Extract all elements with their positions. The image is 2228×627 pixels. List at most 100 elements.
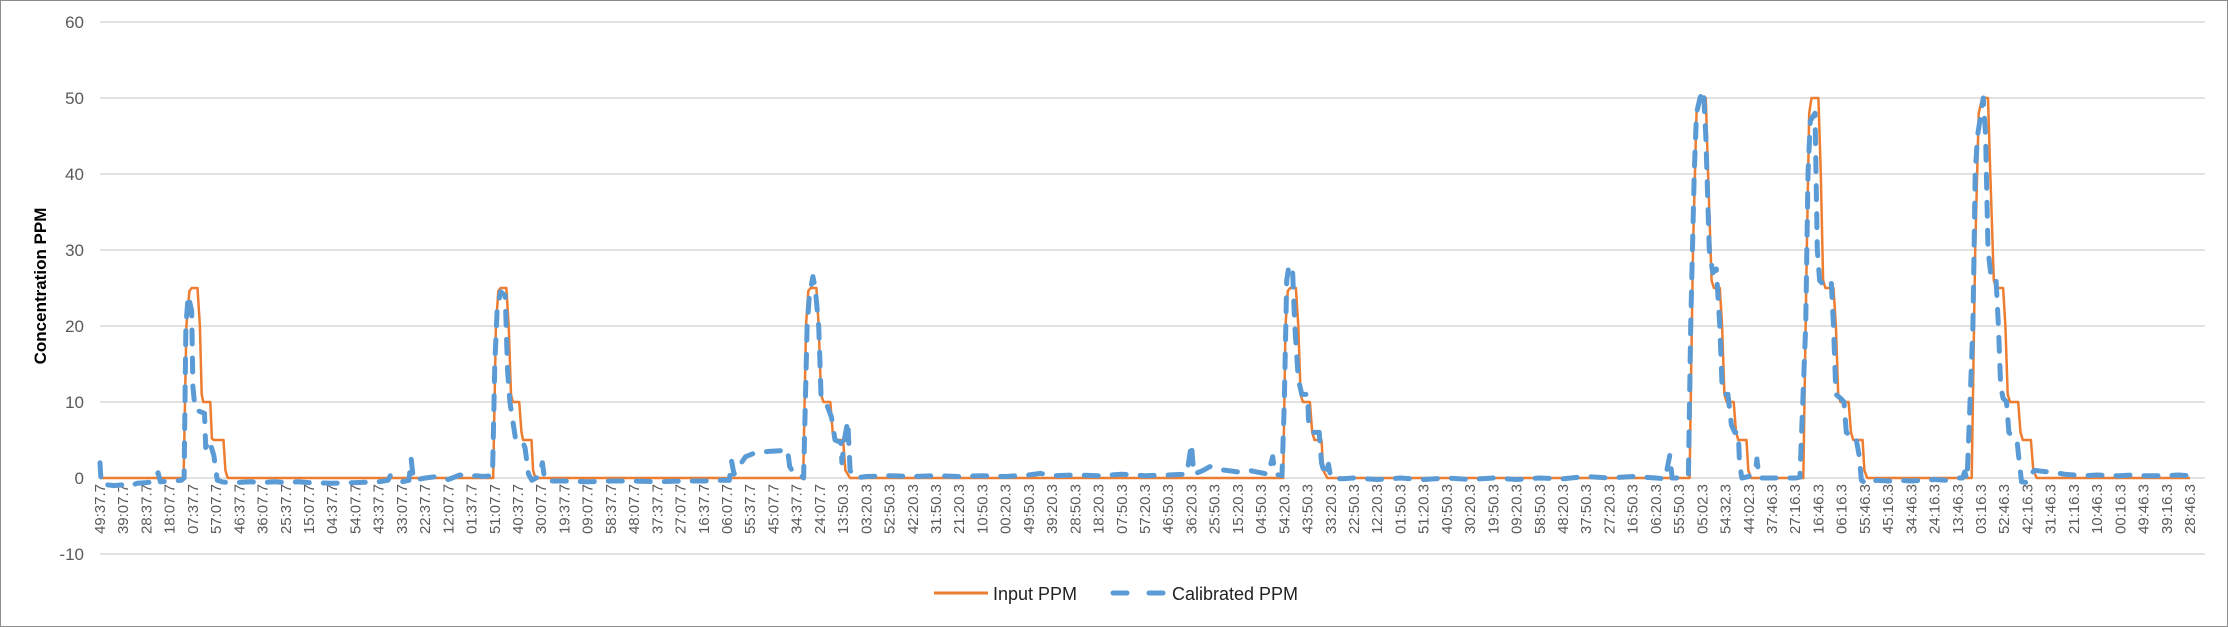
- x-tick-label: 57:20.3: [1137, 484, 1154, 534]
- x-tick-label: 37:50.3: [1578, 484, 1595, 534]
- x-tick-label: 22:50.3: [1346, 484, 1363, 534]
- legend-label: Input PPM: [993, 584, 1077, 604]
- legend-item-calibrated-ppm: Calibrated PPM: [1110, 584, 1298, 604]
- x-tick-label: 54:07.7: [347, 484, 364, 534]
- x-tick-label: 06:07.7: [719, 484, 736, 534]
- x-tick-label: 51:20.3: [1416, 484, 1433, 534]
- x-tick-label: 18:20.3: [1091, 484, 1108, 534]
- x-tick-label: 03:20.3: [858, 484, 875, 534]
- x-tick-label: 57:07.7: [208, 484, 225, 534]
- y-tick-label: 10: [65, 393, 84, 412]
- x-tick-label: 12:20.3: [1369, 484, 1386, 534]
- x-tick-label: 36:20.3: [1183, 484, 1200, 534]
- x-tick-label: 30:20.3: [1462, 484, 1479, 534]
- x-tick-label: 04:50.3: [1253, 484, 1270, 534]
- x-tick-label: 58:50.3: [1532, 484, 1549, 534]
- x-tick-label: 55:37.7: [742, 484, 759, 534]
- x-tick-label: 07:37.7: [185, 484, 202, 534]
- x-tick-label: 28:50.3: [1067, 484, 1084, 534]
- x-tick-label: 00:16.3: [2112, 484, 2129, 534]
- x-tick-label: 21:16.3: [2066, 484, 2083, 534]
- y-tick-label: 20: [65, 317, 84, 336]
- y-tick-label: 0: [75, 469, 84, 488]
- x-tick-label: 40:50.3: [1439, 484, 1456, 534]
- x-tick-label: 55:46.3: [1857, 484, 1874, 534]
- x-tick-label: 01:50.3: [1392, 484, 1409, 534]
- x-tick-label: 37:37.7: [649, 484, 666, 534]
- legend-label: Calibrated PPM: [1172, 584, 1298, 604]
- y-tick-label: 50: [65, 89, 84, 108]
- x-tick-label: 04:37.7: [324, 484, 341, 534]
- x-tick-label: 48:07.7: [626, 484, 643, 534]
- x-tick-label: 13:50.3: [835, 484, 852, 534]
- x-tick-label: 28:37.7: [138, 484, 155, 534]
- x-tick-label: 54:20.3: [1276, 484, 1293, 534]
- y-axis-ticks: -10 0 10 20 30 40 50 60: [59, 13, 84, 564]
- x-tick-label: 10:50.3: [974, 484, 991, 534]
- x-tick-label: 07:50.3: [1114, 484, 1131, 534]
- x-tick-label: 36:07.7: [255, 484, 272, 534]
- x-tick-label: 01:37.7: [464, 484, 481, 534]
- x-tick-label: 30:07.7: [533, 484, 550, 534]
- x-tick-label: 00:20.3: [998, 484, 1015, 534]
- y-tick-label: 30: [65, 241, 84, 260]
- x-tick-label: 51:07.7: [487, 484, 504, 534]
- x-tick-label: 54:32.3: [1718, 484, 1735, 534]
- x-tick-label: 31:50.3: [928, 484, 945, 534]
- x-tick-label: 03:16.3: [1973, 484, 1990, 534]
- input-ppm-line: [100, 96, 2190, 480]
- x-tick-label: 25:37.7: [278, 484, 295, 534]
- x-tick-label: 48:20.3: [1555, 484, 1572, 534]
- y-axis-label: Concentration PPM: [31, 208, 50, 365]
- x-tick-label: 42:16.3: [2019, 484, 2036, 534]
- x-tick-label: 58:37.7: [603, 484, 620, 534]
- x-tick-label: 27:20.3: [1601, 484, 1618, 534]
- x-tick-label: 24:07.7: [812, 484, 829, 534]
- x-tick-label: 15:20.3: [1230, 484, 1247, 534]
- x-tick-label: 19:50.3: [1485, 484, 1502, 534]
- x-tick-label: 43:37.7: [371, 484, 388, 534]
- x-tick-label: 49:37.7: [92, 484, 109, 534]
- x-tick-label: 25:50.3: [1207, 484, 1224, 534]
- x-tick-label: 31:46.3: [2043, 484, 2060, 534]
- x-tick-label: 46:37.7: [231, 484, 248, 534]
- x-tick-label: 52:46.3: [1996, 484, 2013, 534]
- x-tick-label: 34:37.7: [789, 484, 806, 534]
- x-tick-label: 22:37.7: [417, 484, 434, 534]
- x-tick-label: 52:50.3: [882, 484, 899, 534]
- x-tick-label: 44:02.3: [1741, 484, 1758, 534]
- x-tick-label: 16:50.3: [1625, 484, 1642, 534]
- y-tick-label: 40: [65, 165, 84, 184]
- x-tick-label: 27:16.3: [1787, 484, 1804, 534]
- x-tick-label: 40:37.7: [510, 484, 527, 534]
- x-tick-label: 33:07.7: [394, 484, 411, 534]
- x-tick-label: 42:20.3: [905, 484, 922, 534]
- legend-item-input-ppm: Input PPM: [934, 584, 1077, 604]
- x-tick-label: 45:16.3: [1880, 484, 1897, 534]
- x-tick-label: 10:46.3: [2089, 484, 2106, 534]
- x-tick-label: 05:02.3: [1694, 484, 1711, 534]
- x-tick-label: 06:20.3: [1648, 484, 1665, 534]
- y-tick-label: 60: [65, 13, 84, 32]
- calibrated-ppm-line: [97, 87, 2193, 489]
- x-tick-label: 09:20.3: [1509, 484, 1526, 534]
- legend: Input PPM Calibrated PPM: [934, 584, 1298, 604]
- series-lines: [97, 87, 2193, 489]
- x-tick-label: 46:50.3: [1160, 484, 1177, 534]
- x-tick-label: 13:46.3: [1950, 484, 1967, 534]
- y-tick-label: -10: [59, 545, 84, 564]
- x-tick-label: 19:37.7: [556, 484, 573, 534]
- x-tick-label: 43:50.3: [1300, 484, 1317, 534]
- x-tick-label: 37:46.3: [1764, 484, 1781, 534]
- x-axis-ticks: 49:37.7 39:07.7 28:37.7 18:07.7 07:37.7 57:07…: [92, 484, 2199, 534]
- x-tick-label: 55:50.3: [1671, 484, 1688, 534]
- x-tick-label: 12:07.7: [440, 484, 457, 534]
- x-tick-label: 18:07.7: [162, 484, 179, 534]
- x-tick-label: 16:37.7: [696, 484, 713, 534]
- x-tick-label: 09:07.7: [580, 484, 597, 534]
- x-tick-label: 39:20.3: [1044, 484, 1061, 534]
- x-tick-label: 39:16.3: [2159, 484, 2176, 534]
- x-tick-label: 28:46.3: [2182, 484, 2199, 534]
